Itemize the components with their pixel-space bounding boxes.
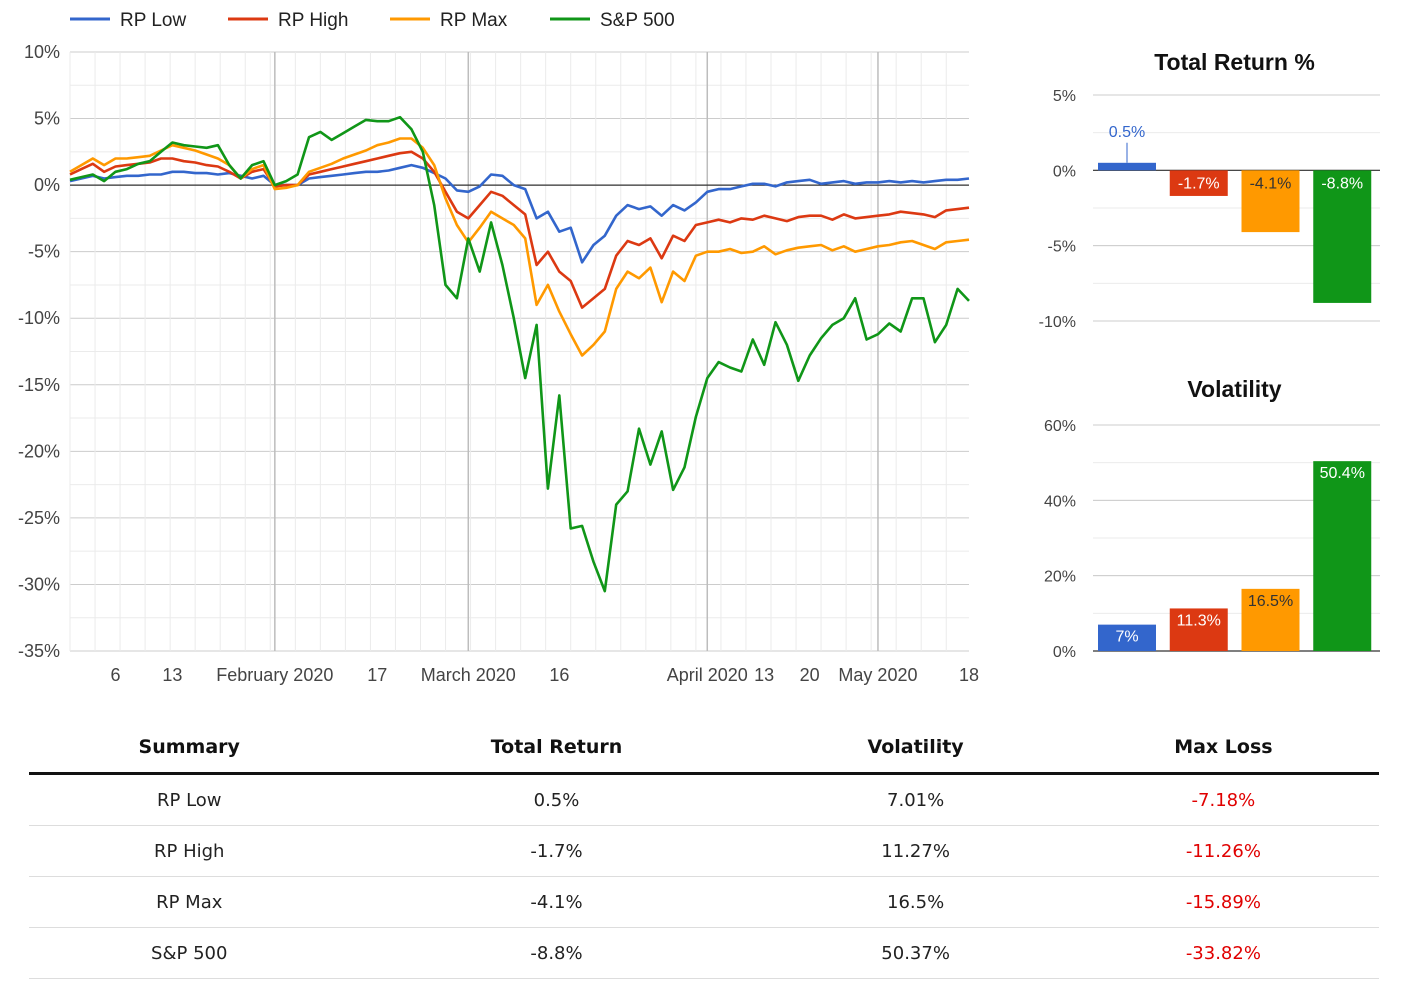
line-chart: 10% 5% 0% -5% -10% -15% -20% -25% -30% -35% 6 13 Feb…: [18, 10, 979, 685]
header-summary: Summary: [29, 722, 350, 775]
bar: [1169, 608, 1228, 651]
y-tick-label: 0%: [1053, 644, 1076, 661]
table-row: RP Low 0.5% 7.01% -7.18%: [29, 773, 1379, 826]
x-tick-label: April 2020: [667, 665, 748, 685]
bar: [1313, 170, 1372, 303]
bar-value-label: 11.3%: [1177, 612, 1221, 629]
row-name: RP Low: [29, 773, 350, 826]
y-tick-label: -30%: [18, 574, 60, 594]
header-total-return: Total Return: [349, 722, 764, 775]
row-name: RP High: [29, 825, 350, 877]
bar: [1241, 588, 1300, 651]
row-total-return: -1.7%: [349, 825, 764, 877]
row-max-loss: -7.18%: [1067, 773, 1379, 826]
row-volatility: 7.01%: [763, 773, 1068, 826]
bar: [1241, 170, 1300, 233]
y-tick-label: 0%: [1053, 163, 1076, 180]
y-tick-label: 20%: [1044, 569, 1076, 586]
legend-label: RP Low: [120, 10, 186, 31]
y-tick-label: 5%: [34, 109, 60, 129]
y-tick-label: -5%: [1048, 239, 1076, 256]
y-tick-label: -15%: [18, 375, 60, 395]
volatility-bar-chart: Volatility 60% 40% 20% 0% 7% 11.3% 16.5% 50.4%: [1044, 376, 1380, 661]
bar-value-label: -4.1%: [1250, 175, 1292, 192]
series-line: [69, 115, 970, 593]
legend-label: S&P 500: [600, 10, 675, 31]
y-tick-label: 40%: [1044, 493, 1076, 510]
row-volatility: 16.5%: [763, 876, 1068, 928]
y-tick-label: -35%: [18, 641, 60, 661]
y-tick-label: 0%: [34, 175, 60, 195]
series-line: [69, 163, 970, 264]
bar-chart-title: Total Return %: [1154, 49, 1315, 75]
summary-table: Summary Total Return Volatility Max Loss…: [29, 722, 1379, 979]
x-tick-label: March 2020: [421, 665, 516, 685]
x-tick-label: 16: [549, 665, 569, 685]
bar-value-label: -8.8%: [1321, 175, 1363, 192]
y-tick-label: 60%: [1044, 418, 1076, 435]
legend-label: RP High: [278, 10, 348, 31]
bar-value-label: 16.5%: [1248, 593, 1293, 610]
table-row: RP High -1.7% 11.27% -11.26%: [29, 825, 1379, 877]
row-max-loss: -11.26%: [1067, 825, 1379, 877]
x-tick-label: 13: [162, 665, 182, 685]
series-line: [69, 150, 970, 309]
bar-value-label: 7%: [1115, 629, 1138, 646]
x-tick-label: 20: [800, 665, 820, 685]
bar: [1169, 170, 1228, 196]
bar-value-label: 50.4%: [1320, 465, 1365, 482]
row-volatility: 50.37%: [763, 927, 1068, 979]
row-volatility: 11.27%: [763, 825, 1068, 877]
summary-header-row: Summary Total Return Volatility Max Loss: [29, 722, 1379, 775]
bar-value-label: -1.7%: [1178, 175, 1220, 192]
x-tick-label: 17: [367, 665, 387, 685]
y-tick-label: -10%: [1039, 314, 1076, 331]
x-tick-label: 6: [111, 665, 121, 685]
y-tick-label: -25%: [18, 508, 60, 528]
series-line: [69, 137, 970, 357]
bar-chart-title: Volatility: [1187, 376, 1281, 402]
table-row: S&P 500 -8.8% 50.37% -33.82%: [29, 927, 1379, 979]
row-name: S&P 500: [29, 927, 350, 979]
y-tick-label: -5%: [28, 242, 60, 262]
header-volatility: Volatility: [763, 722, 1068, 775]
row-total-return: 0.5%: [349, 773, 764, 826]
y-tick-label: -20%: [18, 441, 60, 461]
legend-label: RP Max: [440, 10, 508, 31]
row-max-loss: -33.82%: [1067, 927, 1379, 979]
x-tick-label: May 2020: [838, 665, 917, 685]
x-tick-label: 13: [754, 665, 774, 685]
charts-area: 10% 5% 0% -5% -10% -15% -20% -25% -30% -35% 6 13 Feb…: [18, 10, 1380, 685]
bar: [1313, 461, 1372, 651]
row-total-return: -4.1%: [349, 876, 764, 928]
row-total-return: -8.8%: [349, 927, 764, 979]
table-row: RP Max -4.1% 16.5% -15.89%: [29, 876, 1379, 928]
bar-value-label: 0.5%: [1109, 124, 1145, 141]
y-tick-label: 10%: [24, 42, 60, 62]
y-tick-label: -10%: [18, 308, 60, 328]
header-max-loss: Max Loss: [1067, 722, 1379, 775]
row-name: RP Max: [29, 876, 350, 928]
x-tick-label: February 2020: [216, 665, 333, 685]
row-max-loss: -15.89%: [1067, 876, 1379, 928]
bar: [1098, 624, 1156, 651]
bar: [1098, 162, 1156, 171]
total-return-bar-chart: Total Return % 5% 0% -5% -10% 0.5% -1.7% -4.1% -…: [1039, 49, 1380, 331]
y-tick-label: 5%: [1053, 88, 1076, 105]
x-tick-label: 18: [959, 665, 979, 685]
